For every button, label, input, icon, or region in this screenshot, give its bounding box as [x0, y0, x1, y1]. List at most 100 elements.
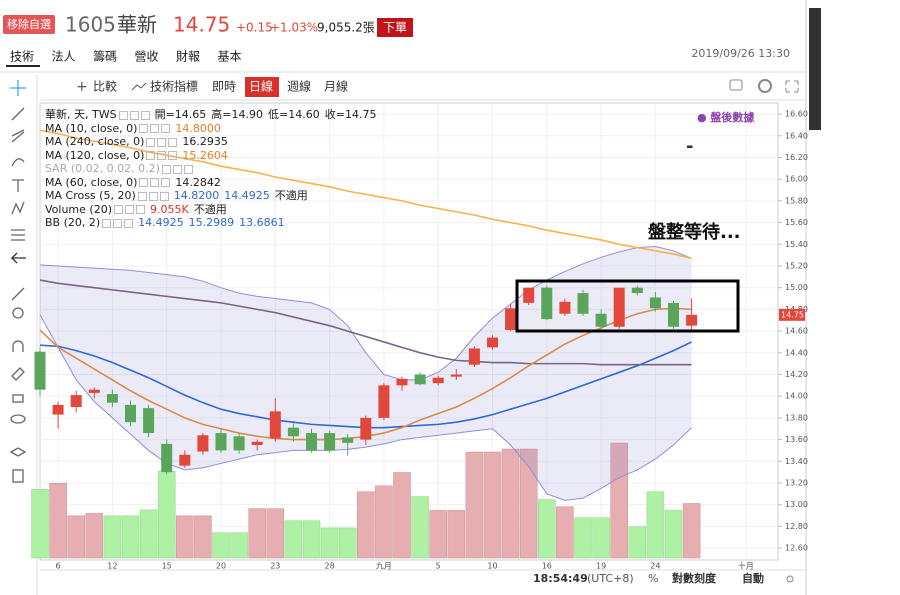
volume-bar — [429, 510, 447, 559]
compare[interactable]: 比較 — [93, 79, 117, 94]
legend-icon[interactable] — [137, 191, 147, 201]
indicators[interactable]: 技術指標 — [150, 79, 198, 94]
volume-bar — [248, 508, 266, 559]
legend-row: 華新, 天, TWS 開=14.65 高=14.90 低=14.60 收=14.75 — [45, 108, 376, 122]
log-toggle[interactable]: 對數刻度 — [672, 571, 717, 585]
legend-icon[interactable] — [139, 178, 149, 187]
interval[interactable]: 即時 — [212, 80, 236, 94]
tab[interactable]: 財報 — [176, 49, 200, 64]
tab[interactable]: 基本 — [218, 50, 242, 64]
legend-icon[interactable] — [168, 151, 178, 160]
indicator-icon[interactable] — [131, 82, 147, 91]
zoom-tool[interactable] — [12, 307, 24, 319]
legend-icon[interactable] — [114, 205, 123, 214]
eye-tool[interactable] — [10, 414, 26, 424]
legend-value: 14.4925 — [224, 189, 270, 202]
legend-icon[interactable] — [136, 205, 145, 214]
channel-tool[interactable] — [11, 129, 25, 143]
tab[interactable]: 法人 — [52, 50, 76, 64]
legend-icon[interactable] — [140, 110, 150, 120]
x-tick-label: 12 — [107, 562, 117, 571]
watch-button-bg[interactable] — [3, 15, 55, 34]
tab[interactable]: 營收 — [135, 50, 159, 64]
volume-bar — [646, 491, 665, 559]
legend-value: 不適用 — [193, 202, 227, 216]
legend-icon[interactable] — [113, 218, 123, 228]
tab[interactable]: 籌碼 — [93, 50, 117, 64]
legend-icon[interactable] — [146, 151, 156, 160]
legend-icon[interactable] — [183, 164, 193, 174]
interval-active-bg[interactable] — [245, 77, 279, 97]
candle-body — [595, 313, 607, 327]
y-tick-label: 13.80 — [785, 413, 808, 422]
legend-icon[interactable] — [172, 164, 182, 174]
legend-icon[interactable] — [150, 178, 160, 187]
legend-icon[interactable] — [102, 218, 112, 228]
legend-icon[interactable] — [124, 218, 134, 228]
settings-icon[interactable] — [758, 79, 772, 93]
legend-icon[interactable] — [148, 191, 158, 201]
order-button[interactable]: 下單 — [383, 21, 407, 35]
line-tool[interactable] — [11, 107, 25, 121]
candle-body — [577, 293, 589, 314]
layers-tool[interactable] — [9, 447, 27, 457]
volume-bar — [501, 448, 520, 559]
last-price-tag — [779, 308, 805, 321]
percent-toggle[interactable]: % — [648, 572, 658, 585]
legend-icon[interactable] — [161, 164, 171, 174]
axis-layer: 12.60 12.80 13.00 13.20 13.40 13.60 13.80 14.00… — [56, 110, 808, 571]
legend-value: 收=14.75 — [324, 108, 377, 121]
tab[interactable]: 技術 — [10, 50, 34, 64]
y-tick-label: 12.60 — [785, 544, 808, 553]
magnet-tool[interactable] — [12, 340, 24, 352]
after-hours-badge[interactable]: ● 盤後數據 — [697, 110, 755, 124]
legend-icon[interactable] — [118, 110, 128, 120]
candle-body — [197, 435, 209, 452]
collapse-mark[interactable]: - — [686, 136, 693, 157]
legend-label: MA (240, close, 0) — [45, 135, 145, 148]
legend-value: 16.2935 — [182, 135, 228, 148]
order-button-bg[interactable] — [377, 18, 413, 37]
back-tool[interactable] — [10, 252, 26, 264]
y-tick-label: 13.40 — [785, 457, 808, 466]
volume-bar — [556, 506, 574, 559]
legend-icon[interactable] — [159, 191, 169, 201]
camera-icon[interactable] — [729, 79, 743, 91]
watch-button[interactable]: 移除自選 — [7, 17, 51, 31]
change-pct: +1.03% — [270, 21, 318, 35]
pattern-tool[interactable] — [11, 201, 25, 215]
brush-tool[interactable] — [11, 158, 25, 167]
legend-icon[interactable] — [161, 124, 171, 133]
legend-icon[interactable] — [129, 110, 139, 120]
auto-toggle[interactable]: 自動 — [742, 571, 764, 585]
side-panel[interactable] — [809, 8, 821, 130]
candle-body — [432, 377, 444, 384]
compare-icon[interactable]: + — [76, 79, 88, 95]
legend-icon[interactable] — [146, 137, 156, 147]
volume-bar — [194, 515, 212, 559]
crosshair-tool[interactable] — [10, 80, 26, 96]
trash-tool[interactable] — [12, 469, 24, 483]
band-upper — [39, 245, 692, 381]
lock-tool[interactable] — [12, 394, 24, 403]
interval[interactable]: 日線 — [249, 79, 273, 94]
legend-icon[interactable] — [150, 124, 160, 133]
y-tick-label: 12.80 — [785, 522, 808, 531]
change: +0.15 — [236, 21, 273, 35]
fullscreen-icon[interactable] — [785, 80, 799, 93]
legend-icon[interactable] — [139, 124, 149, 133]
interval[interactable]: 月線 — [324, 79, 348, 94]
volume-bar — [49, 483, 67, 559]
legend-icon[interactable] — [161, 178, 171, 187]
legend-icon[interactable] — [157, 151, 167, 160]
fib-tool[interactable] — [11, 229, 25, 241]
ruler-tool[interactable] — [11, 287, 25, 301]
interval[interactable]: 週線 — [287, 79, 311, 94]
legend-icon[interactable] — [157, 137, 167, 147]
text-tool[interactable] — [12, 179, 24, 192]
legend-icon[interactable] — [125, 205, 134, 214]
lock-draw-tool[interactable] — [11, 367, 25, 381]
legend-icon[interactable] — [168, 137, 178, 147]
volume-bar — [393, 472, 411, 559]
status-settings[interactable] — [786, 575, 794, 583]
